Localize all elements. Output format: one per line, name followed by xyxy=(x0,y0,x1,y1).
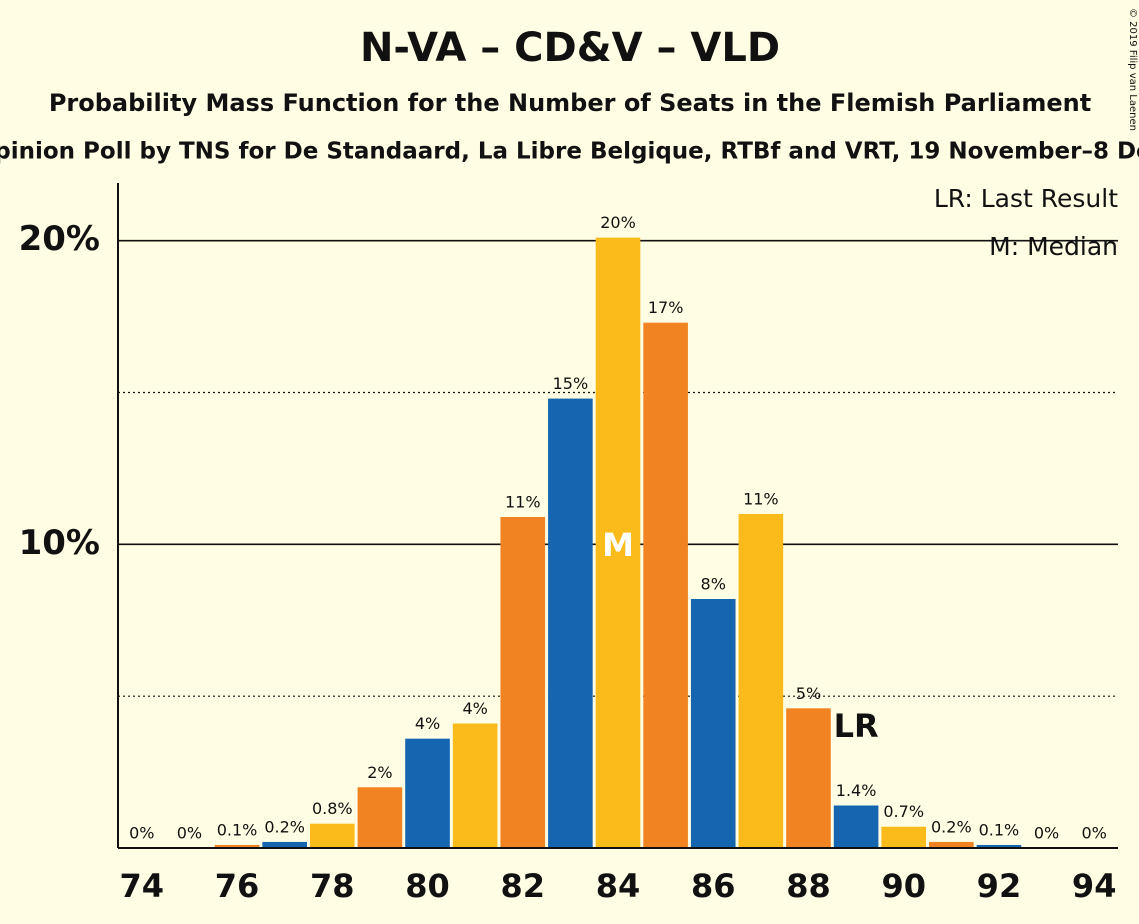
chart-subtitle: Opinion Poll by TNS for De Standaard, La… xyxy=(0,139,1139,165)
last-result-marker: LR xyxy=(834,707,879,745)
chart-title: N-VA – CD&V – VLD xyxy=(360,25,780,71)
bar xyxy=(690,599,736,848)
x-tick-label: 80 xyxy=(405,867,450,905)
value-label: 0.8% xyxy=(312,799,353,818)
x-tick-label: 82 xyxy=(500,867,545,905)
bar xyxy=(786,708,831,848)
value-label: 5% xyxy=(796,684,821,703)
x-tick-label: 76 xyxy=(215,867,260,905)
legend-entry: M: Median xyxy=(989,232,1118,261)
value-label: 0% xyxy=(1081,824,1106,843)
value-label: 4% xyxy=(415,714,440,733)
x-tick-label: 86 xyxy=(691,867,736,905)
value-label: 17% xyxy=(648,298,684,317)
bar xyxy=(357,787,403,848)
value-label: 0% xyxy=(1034,824,1059,843)
value-label: 4% xyxy=(462,699,487,718)
y-tick-label: 10% xyxy=(19,523,100,563)
value-label: 0% xyxy=(129,824,154,843)
value-label: 11% xyxy=(505,493,541,512)
bar xyxy=(976,844,1022,848)
value-label: 15% xyxy=(553,374,589,393)
x-tick-label: 92 xyxy=(977,867,1022,905)
x-tick-label: 74 xyxy=(120,867,165,905)
bar xyxy=(500,517,546,848)
bar xyxy=(405,738,450,848)
value-label: 1.4% xyxy=(836,781,877,800)
value-label: 8% xyxy=(701,575,726,594)
bar xyxy=(833,805,879,848)
value-label: 0.2% xyxy=(264,817,305,836)
bar xyxy=(262,841,307,848)
bar xyxy=(595,237,641,848)
x-tick-label: 88 xyxy=(786,867,831,905)
value-label: 0.2% xyxy=(931,817,972,836)
bar xyxy=(929,841,974,848)
value-label: 0.7% xyxy=(883,802,924,821)
value-label: 20% xyxy=(600,213,636,232)
median-marker: M xyxy=(602,526,634,564)
bar xyxy=(643,322,688,848)
bar xyxy=(881,826,927,848)
y-tick-label: 20% xyxy=(19,219,100,259)
value-label: 0.1% xyxy=(217,820,258,839)
bar xyxy=(548,398,593,848)
x-tick-label: 84 xyxy=(596,867,641,905)
legend-entry: LR: Last Result xyxy=(934,184,1118,213)
bar xyxy=(452,723,498,848)
chart-subtitle: Probability Mass Function for the Number… xyxy=(49,89,1091,117)
x-tick-label: 94 xyxy=(1072,867,1117,905)
value-label: 0% xyxy=(177,824,202,843)
value-label: 11% xyxy=(743,489,779,508)
copyright: © 2019 Filip van Laenen xyxy=(1127,8,1138,131)
bar xyxy=(214,844,260,848)
x-tick-label: 90 xyxy=(881,867,926,905)
value-label: 2% xyxy=(367,763,392,782)
bar xyxy=(738,513,784,848)
value-label: 0.1% xyxy=(979,820,1020,839)
x-tick-label: 78 xyxy=(310,867,355,905)
bar xyxy=(309,823,355,848)
